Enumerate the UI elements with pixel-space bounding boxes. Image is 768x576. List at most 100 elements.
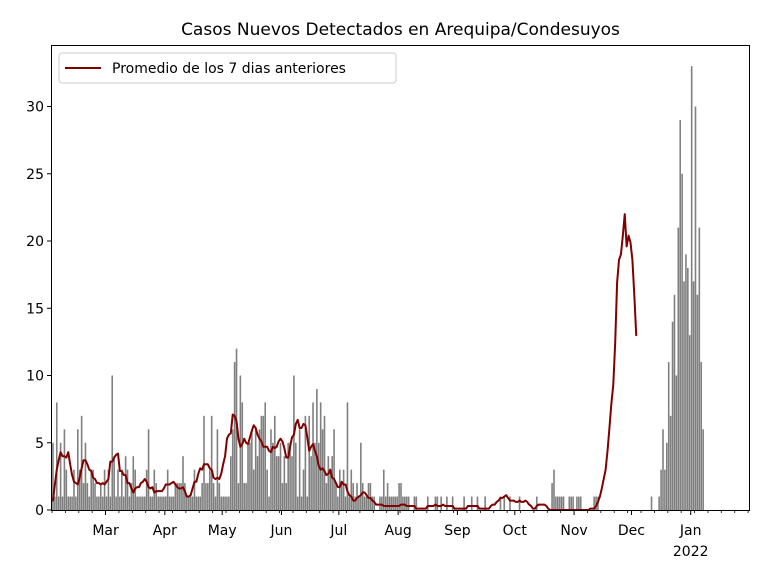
bar [161, 496, 163, 510]
bar [142, 496, 144, 510]
bar [251, 429, 253, 510]
bar [595, 496, 597, 510]
x-tick-label: Jul [329, 523, 347, 539]
bar [67, 496, 70, 510]
bar [69, 496, 71, 510]
bar [170, 496, 173, 510]
bar [570, 496, 572, 510]
bar [98, 496, 100, 510]
bar [553, 469, 555, 510]
bar [230, 456, 232, 510]
x-tick-label: Jun [270, 523, 293, 539]
bar [168, 496, 171, 510]
y-axis: 0 5 10 15 20 25 30 [26, 100, 52, 519]
bar [210, 415, 213, 510]
bar [296, 496, 299, 510]
bar [662, 429, 664, 510]
bar [138, 496, 140, 510]
bar [86, 483, 89, 510]
bar [451, 496, 454, 510]
bar [159, 496, 161, 510]
bar [277, 456, 280, 510]
bar [310, 456, 312, 510]
bar [683, 281, 685, 510]
bar [187, 496, 190, 510]
bar [551, 483, 553, 510]
moving-average-line [51, 213, 638, 511]
bar [184, 483, 186, 510]
bar [388, 496, 391, 510]
bar [335, 483, 337, 510]
bar [256, 456, 259, 510]
bar [254, 429, 257, 510]
bar [287, 442, 289, 510]
bar-series [52, 66, 704, 511]
bar [518, 496, 521, 510]
bar [390, 496, 393, 510]
bar [673, 294, 676, 510]
bar [186, 496, 188, 510]
bar [687, 267, 689, 510]
bar [145, 469, 148, 510]
bar [560, 496, 563, 510]
bar [130, 483, 133, 510]
bar [258, 429, 261, 510]
bar [63, 429, 66, 510]
bar [94, 483, 96, 510]
line-series [51, 213, 638, 511]
y-tick-label: 5 [35, 436, 44, 452]
bar [237, 483, 240, 510]
bar [329, 469, 332, 510]
bar [669, 415, 672, 510]
bar [117, 469, 119, 510]
bar [84, 442, 87, 510]
bar [207, 483, 209, 510]
bar [107, 469, 110, 510]
bar [245, 483, 247, 510]
x-tick-label: Oct [503, 523, 528, 539]
bar [270, 429, 272, 510]
bar [298, 429, 301, 510]
bar [264, 402, 267, 510]
bar [694, 106, 697, 511]
bar [61, 496, 64, 510]
bar [279, 442, 282, 510]
bar [381, 496, 383, 510]
bar [306, 496, 309, 510]
bar [509, 496, 511, 510]
bar [73, 469, 75, 510]
bar [558, 496, 561, 510]
bar [222, 496, 224, 510]
bar [342, 469, 345, 510]
bar [702, 429, 704, 510]
bar [295, 442, 297, 510]
bar [57, 496, 60, 510]
bar [365, 496, 368, 510]
bar [122, 496, 125, 510]
bar [65, 469, 68, 510]
bar [203, 415, 205, 510]
bar [88, 496, 91, 510]
bar [54, 496, 56, 510]
bar [346, 402, 349, 510]
bar [96, 496, 98, 510]
bar [360, 442, 362, 510]
bar [75, 496, 77, 510]
bar [300, 496, 303, 510]
bar [440, 496, 442, 510]
bar [331, 456, 333, 510]
bar [394, 496, 397, 510]
bar [304, 415, 307, 510]
bar [463, 496, 465, 510]
bar [193, 469, 196, 510]
bar [272, 442, 274, 510]
bar [354, 496, 356, 510]
bar [337, 496, 339, 510]
bar [325, 483, 328, 510]
bar [285, 483, 288, 510]
bar [562, 496, 565, 510]
bar [178, 483, 180, 510]
bar [314, 442, 316, 510]
y-tick-label: 15 [26, 301, 44, 317]
